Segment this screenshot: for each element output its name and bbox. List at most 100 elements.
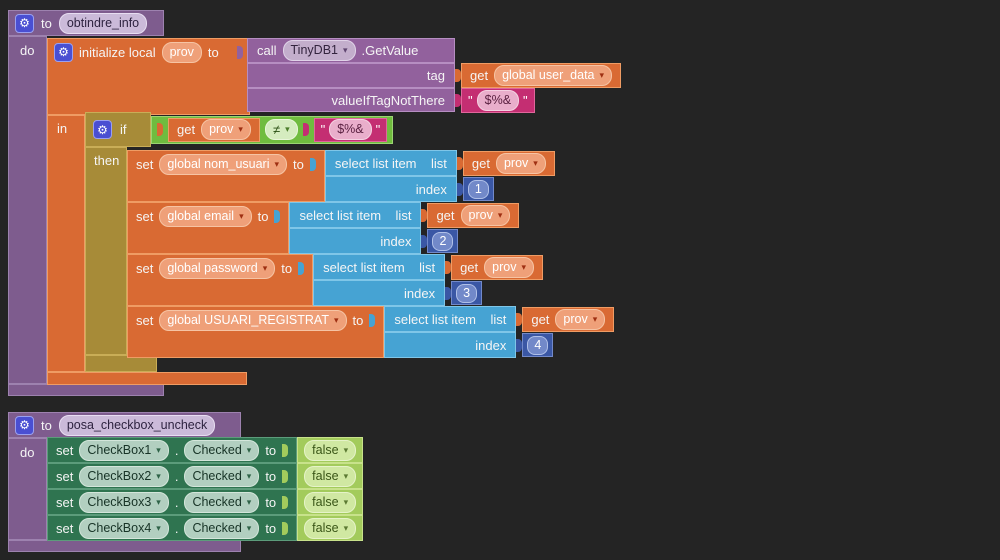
variable-dropdown[interactable]: prov ▾ <box>201 119 251 140</box>
procedure-name-field[interactable]: obtindre_info <box>58 12 148 34</box>
set-global-usuari-registrat-row[interactable]: set global USUARI_REGISTRAT ▾ to select … <box>127 306 615 358</box>
select-list-item-block[interactable]: select list item list get prov ▾ index <box>384 306 615 358</box>
operator-dropdown[interactable]: ≠ ▾ <box>264 119 298 140</box>
variable-dropdown[interactable]: prov ▾ <box>484 256 534 278</box>
number-block[interactable]: 3 <box>451 281 483 305</box>
set-global-nom-usuari-row[interactable]: set global nom_usuari ▾ to select list i… <box>127 150 555 202</box>
property-dropdown[interactable]: Checked ▾ <box>184 439 260 461</box>
set-checkbox4-checked-row[interactable]: set CheckBox4 ▾ . Checked ▾ to false ▾ <box>47 515 364 541</box>
initialize-local-bottom-cap[interactable] <box>47 372 247 385</box>
set-component-property-block[interactable]: set CheckBox3 ▾ . Checked ▾ to <box>47 489 298 515</box>
set-checkbox3-checked-row[interactable]: set CheckBox3 ▾ . Checked ▾ to false ▾ <box>47 489 364 515</box>
set-label: set <box>56 494 74 510</box>
set-variable-block[interactable]: set global email ▾ to <box>127 202 290 254</box>
logic-false-block[interactable]: false ▾ <box>297 437 364 463</box>
then-label: then <box>94 153 120 168</box>
set-variable-block[interactable]: set global password ▾ to <box>127 254 314 306</box>
set-variable-block[interactable]: set global nom_usuari ▾ to <box>127 150 325 202</box>
select-list-item-block[interactable]: select list item list get prov ▾ index <box>289 202 520 254</box>
set-global-email-row[interactable]: set global email ▾ to select list item l… <box>127 202 520 254</box>
set-component-property-block[interactable]: set CheckBox1 ▾ . Checked ▾ to <box>47 437 298 463</box>
procedure-bottom-cap[interactable] <box>8 384 164 396</box>
procedure-block-posa-checkbox-uncheck[interactable]: ⚙ to posa_checkbox_uncheck <box>8 412 241 438</box>
component-dropdown[interactable]: CheckBox2 ▾ <box>79 465 169 487</box>
number-block[interactable]: 1 <box>462 177 494 201</box>
component-dropdown[interactable]: CheckBox4 ▾ <box>79 517 169 539</box>
get-global-user-data-block[interactable]: get global user_data ▾ <box>461 63 622 88</box>
number-field[interactable]: 2 <box>432 231 454 251</box>
dropdown-icon: ▾ <box>274 158 280 169</box>
open-quote: " <box>320 122 326 137</box>
variable-dropdown[interactable]: prov ▾ <box>495 152 546 174</box>
logic-false-block[interactable]: false ▾ <box>297 489 364 515</box>
get-prov-block[interactable]: get prov ▾ <box>168 117 260 142</box>
logic-false-block[interactable]: false ▾ <box>297 463 364 489</box>
component-dropdown[interactable]: CheckBox3 ▾ <box>79 491 169 513</box>
set-checkbox2-checked-row[interactable]: set CheckBox2 ▾ . Checked ▾ to false ▾ <box>47 463 364 489</box>
number-field[interactable]: 1 <box>467 179 489 199</box>
logic-false-block[interactable]: false ▾ <box>297 515 364 541</box>
if-then-slot[interactable]: then <box>85 147 127 355</box>
property-dropdown[interactable]: Checked ▾ <box>184 491 260 513</box>
get-prov-block[interactable]: get prov ▾ <box>427 202 520 228</box>
gear-glyph: ⚙ <box>97 122 108 137</box>
in-label: in <box>57 121 68 136</box>
initialize-local-block[interactable]: ⚙ initialize local prov to <box>47 38 250 115</box>
set-component-property-block[interactable]: set CheckBox2 ▾ . Checked ▾ to <box>47 463 298 489</box>
text-string-block[interactable]: " $%& " <box>461 87 535 113</box>
property-dropdown[interactable]: Checked ▾ <box>184 517 260 539</box>
variable-dropdown[interactable]: prov ▾ <box>460 204 511 226</box>
gear-glyph: ⚙ <box>19 418 30 432</box>
set-global-password-row[interactable]: set global password ▾ to select list ite… <box>127 254 543 306</box>
procedure-do-slot[interactable]: do <box>8 438 47 540</box>
select-list-item-block[interactable]: select list item list get prov ▾ index <box>313 254 543 306</box>
variable-dropdown[interactable]: global USUARI_REGISTRAT ▾ <box>159 309 347 331</box>
procedure-bottom-cap[interactable] <box>8 540 241 552</box>
variable-dropdown[interactable]: global email ▾ <box>159 205 252 227</box>
string-text-field[interactable]: $%& <box>476 89 520 111</box>
property-dropdown[interactable]: Checked ▾ <box>184 465 260 487</box>
component-dropdown[interactable]: TinyDB1 ▾ <box>282 40 356 61</box>
set-label: set <box>136 312 154 328</box>
not-equal-comparison-block[interactable]: get prov ▾ ≠ ▾ " $%& " <box>151 115 394 144</box>
boolean-dropdown[interactable]: false ▾ <box>304 465 357 487</box>
procedure-name-field[interactable]: posa_checkbox_uncheck <box>58 414 216 436</box>
if-block[interactable]: ⚙ if get prov ▾ ≠ ▾ " $%& " <box>85 112 394 147</box>
number-field[interactable]: 4 <box>527 335 549 355</box>
get-prov-block[interactable]: get prov ▾ <box>462 150 555 176</box>
component-dropdown[interactable]: CheckBox1 ▾ <box>79 439 169 461</box>
initialize-local-in-slot[interactable]: in <box>47 115 85 372</box>
mutator-gear-icon[interactable]: ⚙ <box>15 415 34 435</box>
mutator-gear-icon[interactable]: ⚙ <box>54 42 73 62</box>
boolean-dropdown[interactable]: false ▾ <box>304 439 357 461</box>
index-param-label: index <box>380 233 412 249</box>
get-prov-block[interactable]: get prov ▾ <box>522 306 615 332</box>
set-checkbox1-checked-row[interactable]: set CheckBox1 ▾ . Checked ▾ to false ▾ <box>47 437 364 463</box>
variable-dropdown[interactable]: prov ▾ <box>555 308 606 330</box>
if-bottom-cap[interactable] <box>85 355 157 372</box>
number-block[interactable]: 2 <box>427 229 459 253</box>
variable-dropdown[interactable]: global nom_usuari ▾ <box>159 153 288 175</box>
if-label: if <box>120 122 127 137</box>
select-list-item-block[interactable]: select list item list get prov ▾ index <box>324 150 555 202</box>
local-var-name-field[interactable]: prov <box>161 41 202 63</box>
number-block[interactable]: 4 <box>522 333 554 357</box>
mutator-gear-icon[interactable]: ⚙ <box>93 120 112 139</box>
set-variable-block[interactable]: set global USUARI_REGISTRAT ▾ to <box>127 306 385 358</box>
call-tinydb-getvalue-block[interactable]: call TinyDB1 ▾ .GetValue tag get global … <box>247 38 622 113</box>
mutator-gear-icon[interactable]: ⚙ <box>15 13 34 33</box>
procedure-block-obtindre-info[interactable]: ⚙ to obtindre_info <box>8 10 164 36</box>
boolean-dropdown[interactable]: false ▾ <box>304 517 357 539</box>
get-prov-block[interactable]: get prov ▾ <box>451 254 543 280</box>
get-label: get <box>531 311 550 327</box>
boolean-dropdown[interactable]: false ▾ <box>304 491 357 513</box>
variable-dropdown[interactable]: global password ▾ <box>159 257 276 279</box>
variable-dropdown[interactable]: global user_data ▾ <box>494 65 613 86</box>
text-string-block[interactable]: " $%& " <box>313 117 388 142</box>
set-component-property-block[interactable]: set CheckBox4 ▾ . Checked ▾ to <box>47 515 298 541</box>
procedure-do-slot[interactable]: do <box>8 36 47 384</box>
string-text-field[interactable]: $%& <box>329 119 372 140</box>
number-field[interactable]: 3 <box>456 283 478 303</box>
dropdown-icon: ▾ <box>285 124 290 134</box>
